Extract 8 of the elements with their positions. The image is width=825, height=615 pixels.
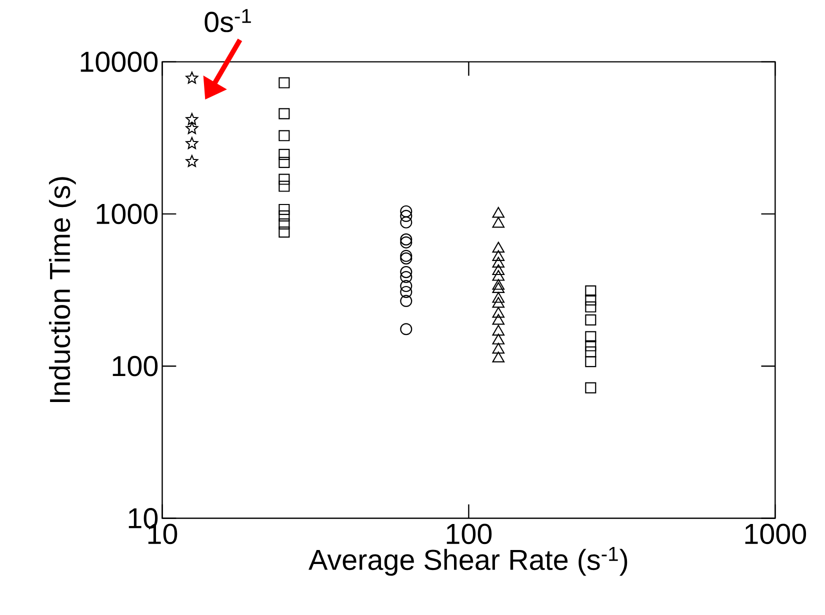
x-axis-title: Average Shear Rate (s$^{-1}$) <box>308 547 628 576</box>
x-tick-label: 100 <box>446 524 492 544</box>
y-tick-label: 10000 <box>80 52 158 72</box>
y-tick-label: 100 <box>112 356 158 376</box>
x-tick-label: 1000 <box>745 524 806 544</box>
text: 0s$^{-1}$ <box>204 9 251 32</box>
y-axis-title: Induction Time (s) <box>48 177 76 402</box>
y-tick-label: 1000 <box>96 204 158 224</box>
